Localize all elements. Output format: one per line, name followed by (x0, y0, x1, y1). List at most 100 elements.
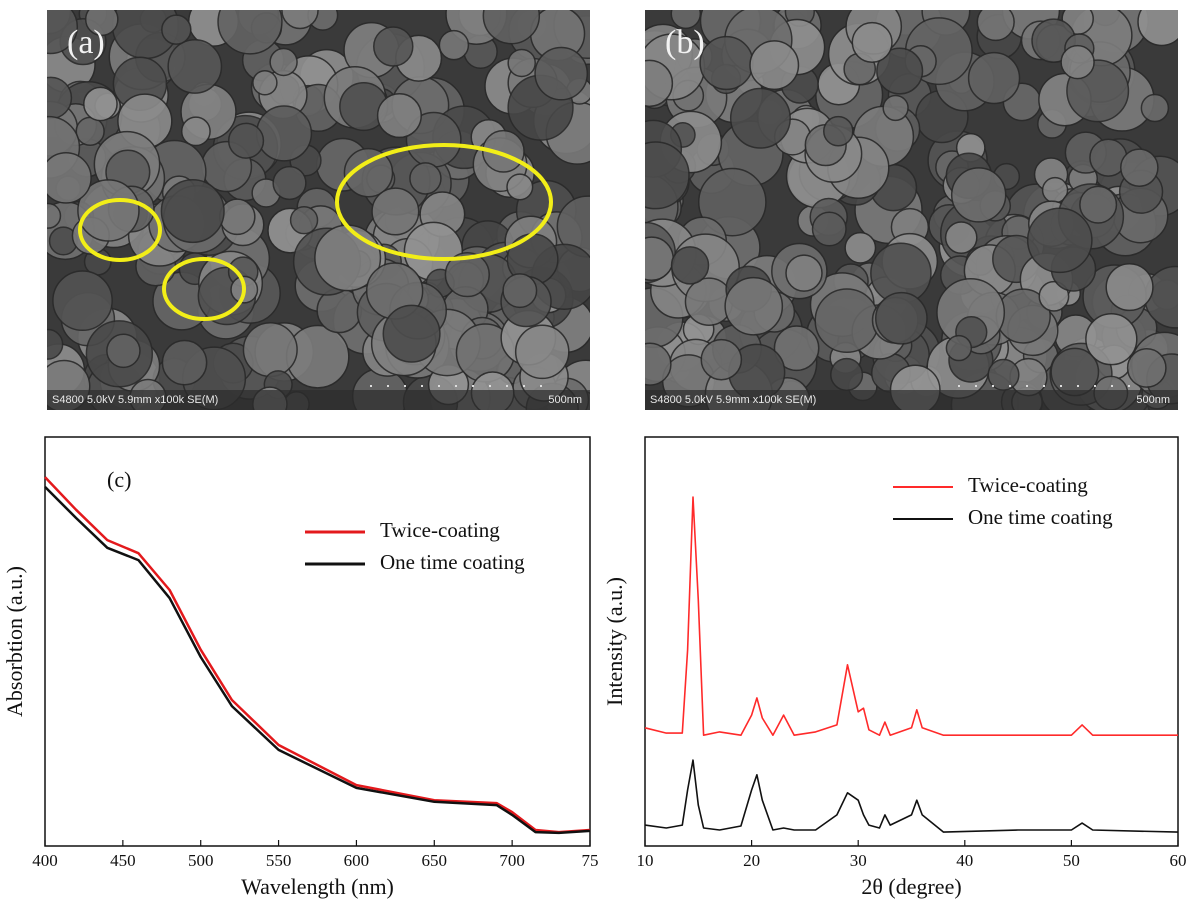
sem-info: S4800 5.0kV 5.9mm x100k SE(M) (52, 394, 218, 406)
grain (514, 324, 570, 380)
grain (217, 10, 283, 55)
scale-dot (387, 385, 389, 387)
data-line (44, 486, 591, 835)
y-axis-title: Intensity (a.u.) (602, 577, 627, 706)
scale-label: 500nm (1136, 394, 1170, 406)
x-axis-title: 2θ (degree) (861, 874, 961, 899)
grain (844, 231, 877, 264)
x-axis-title: Wavelength (nm) (241, 874, 394, 899)
grain (1120, 148, 1159, 187)
sem-info: S4800 5.0kV 5.9mm x100k SE(M) (650, 394, 816, 406)
grain (1105, 262, 1154, 312)
sem-texture (47, 10, 590, 410)
y-axis-title: Absorbtion (a.u.) (2, 566, 27, 717)
grain (811, 211, 847, 247)
grain (823, 115, 854, 147)
grain (1026, 207, 1093, 274)
data-line (44, 476, 591, 834)
highlight-ellipse (78, 198, 162, 262)
grain (724, 276, 784, 336)
x-tick-label: 450 (110, 851, 136, 870)
grain (851, 21, 893, 63)
scale-dot (489, 385, 491, 387)
grain (967, 51, 1021, 105)
grain (343, 147, 394, 198)
scale-dot (540, 385, 542, 387)
grain (272, 165, 307, 201)
x-tick-label: 75 (582, 851, 599, 870)
grain (242, 322, 298, 378)
panel-label: (a) (67, 24, 105, 61)
grain (814, 288, 880, 354)
scale-dot (975, 385, 977, 387)
scale-dot (421, 385, 423, 387)
grain (645, 236, 674, 282)
grain (945, 334, 973, 362)
grain (438, 29, 470, 61)
grain (785, 254, 823, 292)
grain (161, 14, 192, 45)
grain (1060, 44, 1095, 80)
grain (670, 10, 702, 30)
legend-label: One time coating (380, 550, 525, 574)
info-bar (645, 390, 1178, 410)
info-bar (47, 390, 590, 410)
sem-image: (b) S4800 5.0kV 5.9mm x100k SE(M) 500nm (645, 10, 1178, 410)
grain (645, 59, 674, 108)
grain (106, 333, 141, 369)
charts: 400 450 500 550 600 650 700 75 Wavelength (nm) Ab… (2, 436, 1187, 899)
grain (482, 10, 541, 45)
grain (47, 328, 64, 360)
highlight-ellipse (335, 143, 553, 261)
scale-dot (438, 385, 440, 387)
grain (255, 105, 313, 162)
scale-dot (506, 385, 508, 387)
highlight-ellipse (162, 257, 246, 321)
data-line (644, 759, 1179, 833)
plot-frame (44, 436, 591, 847)
x-tick-label: 10 (637, 851, 654, 870)
grain (227, 122, 265, 159)
panel-annotation: (c) (107, 467, 131, 492)
scale-label: 500nm (548, 394, 582, 406)
x-tick-label: 400 (32, 851, 58, 870)
grain (371, 187, 420, 236)
scale-dot (1077, 385, 1079, 387)
grain (1126, 348, 1167, 388)
grain (697, 167, 767, 237)
grain (77, 179, 140, 242)
grain (409, 162, 442, 195)
grain (161, 339, 208, 386)
scale-dot (1060, 385, 1062, 387)
x-tick-label: 650 (422, 851, 448, 870)
legend-label: One time coating (968, 505, 1113, 529)
grain (167, 39, 223, 94)
grain (1079, 185, 1118, 224)
x-tick-label: 50 (1063, 851, 1080, 870)
grain (729, 87, 791, 149)
grain (699, 35, 754, 91)
grain (1137, 10, 1178, 47)
grain (47, 10, 79, 55)
grain (180, 116, 211, 147)
grain (506, 173, 534, 201)
x-tick-label: 60 (1170, 851, 1187, 870)
grain (1140, 93, 1170, 123)
grain (83, 86, 118, 122)
grain (507, 48, 536, 78)
grain (1038, 280, 1070, 312)
x-tick-label: 600 (344, 851, 370, 870)
scale-dot (404, 385, 406, 387)
grain (75, 116, 105, 147)
grain (1085, 312, 1138, 366)
grain (645, 342, 672, 386)
grain (534, 46, 589, 101)
legend-label: Twice-coating (968, 473, 1088, 497)
grain (830, 357, 864, 392)
grain (382, 304, 441, 363)
grain (670, 246, 710, 285)
plot-frame (644, 436, 1179, 847)
x-tick-label: 40 (956, 851, 973, 870)
scale-dot (1026, 385, 1028, 387)
